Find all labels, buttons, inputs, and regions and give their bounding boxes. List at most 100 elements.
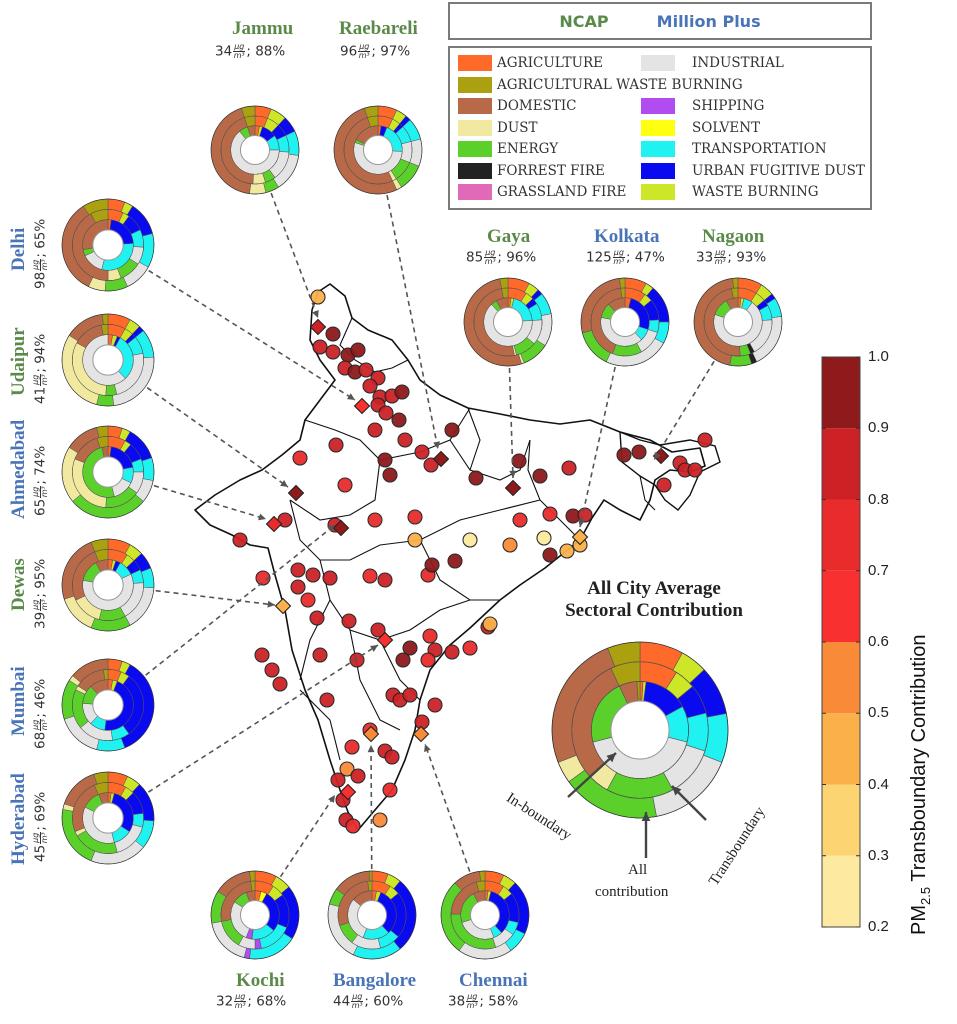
unit-denominator: m³ — [40, 259, 49, 271]
city-marker — [310, 289, 326, 305]
sector-label: FORREST FIRE — [497, 162, 605, 179]
city-marker — [420, 652, 436, 668]
sector-legend-item: GRASSLAND FIRE — [458, 184, 626, 200]
city-marker — [382, 782, 398, 798]
donut-ahmedabad — [61, 425, 155, 519]
unit-denominator: m³ — [40, 832, 49, 844]
legend-ncap: NCAP — [559, 11, 609, 31]
sector-legend-item: AGRICULTURE — [458, 55, 603, 71]
city-marker — [325, 344, 341, 360]
city-marker — [397, 432, 413, 448]
leader-arrowhead — [328, 795, 335, 803]
city-marker — [300, 592, 316, 608]
city-marker — [414, 444, 430, 460]
annotation-arrowhead — [641, 812, 651, 822]
colorbar-tick-label: 1.0 — [868, 348, 889, 365]
leader-line — [148, 269, 356, 401]
highlighted-city-marker — [412, 725, 430, 743]
donut-bangalore — [327, 870, 417, 960]
sector-legend-item: SHIPPING — [641, 98, 764, 114]
colorbar-tick-label: 0.4 — [868, 775, 889, 793]
highlighted-city-marker — [332, 519, 350, 537]
city-marker — [444, 644, 460, 660]
city-marker — [377, 452, 393, 468]
unit-denominator: m³ — [40, 374, 49, 386]
city-marker — [536, 530, 552, 546]
sector-label: DUST — [497, 119, 538, 136]
colorbar-tick-label: 0.9 — [868, 419, 889, 437]
unit-fraction: μg m³ — [714, 249, 727, 266]
city-name: Dewas — [8, 558, 29, 611]
annotation-all: All — [628, 862, 648, 878]
city-marker — [407, 509, 423, 525]
leader-arrowhead — [424, 744, 431, 752]
ring-boundary — [61, 425, 155, 519]
unit-denominator: m³ — [714, 257, 726, 266]
donut-segment — [101, 313, 109, 325]
pm25-value: 38 — [448, 993, 466, 1010]
sector-swatch — [458, 55, 492, 71]
city-marker — [319, 692, 335, 708]
sector-label: GRASSLAND FIRE — [497, 184, 627, 200]
sector-label: TRANSPORTATION — [692, 141, 827, 157]
annotation-arrowhead — [672, 786, 682, 796]
city-marker — [264, 662, 280, 678]
unit-denominator: m³ — [484, 257, 496, 266]
donut-hole — [92, 344, 124, 376]
city-value: 96 μg m³; 97% — [340, 43, 410, 60]
unit-denominator: m³ — [233, 51, 245, 60]
donut-dewas — [61, 538, 155, 632]
ring-boundary — [210, 105, 300, 195]
state-boundary — [289, 419, 381, 521]
leader-line — [147, 644, 379, 793]
ring-boundary — [693, 277, 783, 367]
state-boundary — [527, 439, 581, 541]
unit-denominator: m³ — [466, 1001, 478, 1010]
state-boundary — [299, 599, 331, 681]
city-marker — [367, 422, 383, 438]
unit-denominator: m³ — [40, 719, 49, 731]
sector-legend-item: URBAN FUGITIVE DUST — [641, 162, 865, 179]
city-marker — [350, 768, 366, 784]
city-value: 65 μg m³; 74% — [31, 446, 49, 516]
transboundary-percent: ; 94% — [32, 333, 49, 373]
colorbar-bin — [822, 784, 860, 856]
city-marker — [341, 613, 357, 629]
leader-arrowhead — [347, 393, 355, 400]
ring-boundary — [210, 870, 300, 960]
transboundary-percent: ; 95% — [32, 558, 49, 598]
ring-boundary — [333, 105, 423, 195]
donut-hole — [492, 306, 524, 338]
city-marker — [468, 470, 484, 486]
highlighted-city-marker — [309, 318, 327, 336]
city-name: Bangalore — [333, 970, 417, 991]
sector-swatch — [641, 141, 675, 157]
unit-fraction: μg m³ — [351, 993, 364, 1010]
transboundary-percent: ; 60% — [364, 993, 404, 1010]
sector-swatch — [641, 184, 675, 200]
leader-arrowhead — [370, 645, 378, 652]
city-marker — [395, 652, 411, 668]
average-title: All City Average Sectoral Contribution — [530, 578, 778, 622]
donut-segment — [96, 394, 115, 407]
unit-numerator: μg — [358, 42, 371, 52]
city-value: 41 μg m³; 94% — [31, 333, 49, 404]
city-marker — [616, 447, 632, 463]
sector-swatch — [458, 76, 492, 93]
pm25-value: 44 — [333, 993, 351, 1010]
ring-boundary — [61, 658, 155, 752]
sector-legend-item: DUST — [458, 119, 538, 136]
highlighted-city-marker — [339, 783, 357, 801]
city-value: 98 μg m³; 65% — [31, 219, 49, 289]
donut-segment — [619, 277, 626, 289]
pm25-value: 125 — [586, 249, 612, 266]
unit-fraction: μg m³ — [484, 249, 497, 266]
city-marker — [362, 378, 378, 394]
sector-label: AGRICULTURAL WASTE BURNING — [497, 76, 743, 93]
city-marker — [350, 342, 366, 358]
donut-udaipur — [61, 313, 155, 407]
pm25-value: 68 — [32, 731, 49, 749]
donut-segment — [141, 457, 155, 481]
city-value: 39 μg m³; 95% — [31, 558, 49, 629]
city-name: Hyderabad — [8, 772, 29, 865]
